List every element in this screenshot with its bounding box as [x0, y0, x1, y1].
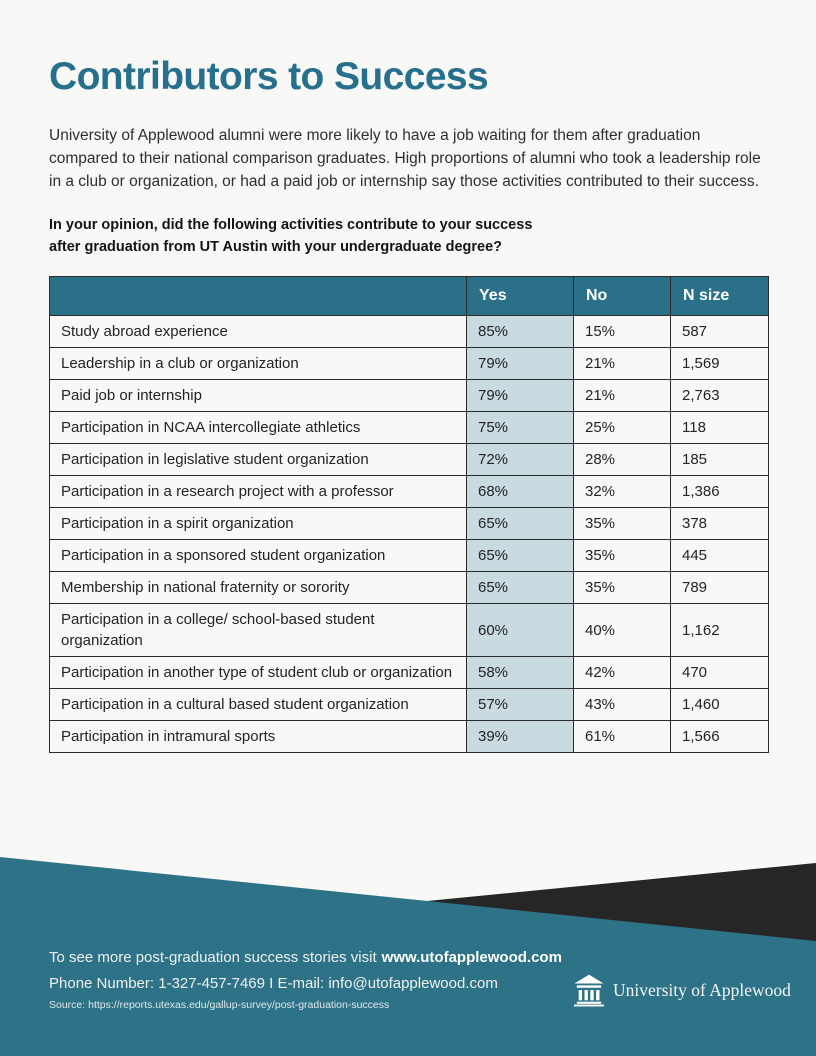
table-row: Participation in a cultural based studen… [49, 688, 769, 721]
row-yes-value: 79% [466, 347, 574, 380]
table-row: Participation in a sponsored student org… [49, 539, 769, 572]
intro-paragraph: University of Applewood alumni were more… [49, 127, 761, 190]
row-activity-label: Participation in NCAA intercollegiate at… [49, 411, 467, 444]
university-building-icon [574, 974, 604, 1007]
row-no-value: 25% [573, 411, 671, 444]
column-header-yes: Yes [466, 276, 574, 316]
row-nsize-value: 789 [670, 571, 769, 604]
survey-question-line1: In your opinion, did the following activ… [49, 217, 533, 233]
row-activity-label: Participation in a cultural based studen… [49, 688, 467, 721]
table-header: Yes No N size [49, 276, 769, 316]
table-row: Paid job or internship 79% 21% 2,763 [49, 379, 769, 412]
row-activity-label: Participation in legislative student org… [49, 443, 467, 476]
row-activity-label: Paid job or internship [49, 379, 467, 412]
row-nsize-value: 1,162 [670, 603, 769, 657]
row-activity-label: Participation in a research project with… [49, 475, 467, 508]
row-no-value: 35% [573, 539, 671, 572]
table-row: Participation in another type of student… [49, 656, 769, 689]
row-yes-value: 85% [466, 315, 574, 348]
row-activity-label: Study abroad experience [49, 315, 467, 348]
row-nsize-value: 1,569 [670, 347, 769, 380]
row-yes-value: 65% [466, 571, 574, 604]
footer-background-shapes [0, 857, 816, 1056]
row-activity-label: Participation in a spirit organization [49, 507, 467, 540]
row-yes-value: 65% [466, 539, 574, 572]
row-yes-value: 65% [466, 507, 574, 540]
table-header-row: Yes No N size [49, 276, 769, 316]
row-nsize-value: 587 [670, 315, 769, 348]
footer-visit-line: To see more post-graduation success stor… [49, 949, 562, 966]
footer-contact-line: Phone Number: 1-327-457-7469 I E-mail: i… [49, 975, 498, 992]
results-table: Yes No N size Study abroad experience 85%… [49, 276, 769, 753]
row-activity-label: Leadership in a club or organization [49, 347, 467, 380]
table-row: Participation in intramural sports 39% 61%… [49, 720, 769, 753]
row-no-value: 28% [573, 443, 671, 476]
row-yes-value: 58% [466, 656, 574, 689]
row-yes-value: 57% [466, 688, 574, 721]
row-nsize-value: 118 [670, 411, 769, 444]
footer-dark-triangle [417, 863, 816, 943]
footer-visit-text: To see more post-graduation success stor… [49, 949, 377, 966]
row-yes-value: 72% [466, 443, 574, 476]
row-activity-label: Participation in another type of student… [49, 656, 467, 689]
table-body: Study abroad experience 85% 15% 587 Leadersh… [49, 315, 769, 753]
table-row: Membership in national fraternity or sor… [49, 571, 769, 604]
row-yes-value: 79% [466, 379, 574, 412]
row-yes-value: 68% [466, 475, 574, 508]
footer-source-line: Source: https://reports.utexas.edu/gallu… [49, 999, 390, 1011]
row-no-value: 35% [573, 507, 671, 540]
survey-question-line2: after graduation from UT Austin with you… [49, 238, 503, 255]
page-content: Contributors to Success University of Ap… [49, 0, 769, 753]
row-yes-value: 39% [466, 720, 574, 753]
university-logo-text: University of Applewood [613, 980, 791, 1000]
column-header-nsize: N size [670, 276, 769, 316]
row-yes-value: 60% [466, 603, 574, 657]
row-no-value: 32% [573, 475, 671, 508]
row-activity-label: Participation in a college/ school-based… [49, 603, 467, 657]
row-nsize-value: 185 [670, 443, 769, 476]
row-no-value: 21% [573, 379, 671, 412]
row-nsize-value: 1,460 [670, 688, 769, 721]
row-nsize-value: 1,386 [670, 475, 769, 508]
table-row: Participation in a research project with… [49, 475, 769, 508]
footer-website-link: www.utofapplewood.com [381, 949, 562, 966]
column-header-no: No [573, 276, 671, 316]
table-row: Participation in NCAA intercollegiate at… [49, 411, 769, 444]
column-header-activity [49, 276, 467, 316]
row-nsize-value: 378 [670, 507, 769, 540]
row-nsize-value: 1,566 [670, 720, 769, 753]
row-nsize-value: 445 [670, 539, 769, 572]
table-row: Study abroad experience 85% 15% 587 [49, 315, 769, 348]
survey-question: In your opinion, did the following activ… [49, 215, 768, 258]
row-no-value: 61% [573, 720, 671, 753]
row-activity-label: Participation in a sponsored student org… [49, 539, 467, 572]
row-no-value: 42% [573, 656, 671, 689]
row-no-value: 43% [573, 688, 671, 721]
table-row: Participation in a college/ school-based… [49, 603, 769, 657]
row-yes-value: 75% [466, 411, 574, 444]
table-row: Participation in a spirit organization 65… [49, 507, 769, 540]
footer-teal-wedge [0, 857, 816, 1056]
row-activity-label: Participation in intramural sports [49, 720, 467, 753]
row-activity-label: Membership in national fraternity or sor… [49, 571, 467, 604]
row-no-value: 35% [573, 571, 671, 604]
row-no-value: 21% [573, 347, 671, 380]
row-nsize-value: 470 [670, 656, 769, 689]
row-no-value: 40% [573, 603, 671, 657]
table-row: Participation in legislative student org… [49, 443, 769, 476]
row-nsize-value: 2,763 [670, 379, 769, 412]
page-title: Contributors to Success [49, 55, 489, 98]
table-row: Leadership in a club or organization 79% 2… [49, 347, 769, 380]
row-no-value: 15% [573, 315, 671, 348]
university-logo: University of Applewood [574, 974, 791, 1007]
